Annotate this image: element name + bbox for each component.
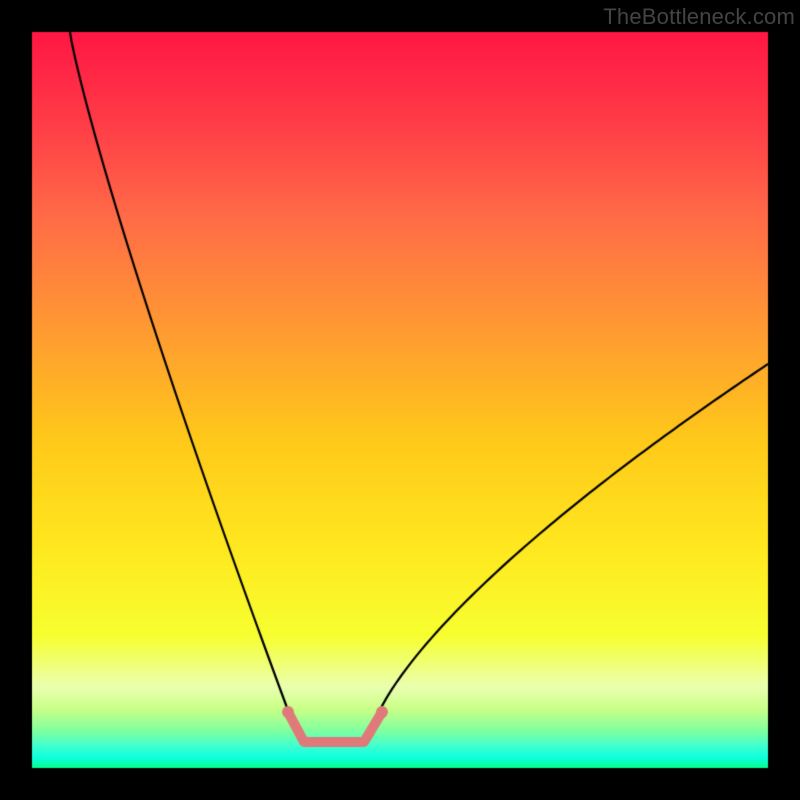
watermark-text: TheBottleneck.com (603, 4, 795, 30)
bottleneck-chart (0, 0, 800, 800)
